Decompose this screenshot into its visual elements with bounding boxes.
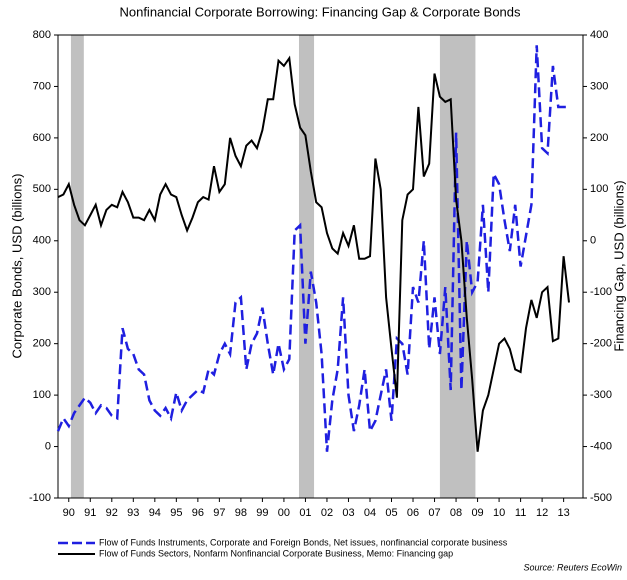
- y2-tick-label: 0: [590, 235, 596, 247]
- y-tick-label: 100: [33, 389, 51, 401]
- x-tick-label: 00: [278, 507, 290, 519]
- x-tick-label: 10: [493, 507, 505, 519]
- y-tick-label: 500: [33, 183, 51, 195]
- x-tick-label: 97: [213, 507, 225, 519]
- y-tick-label: 700: [33, 80, 51, 92]
- x-tick-label: 99: [256, 507, 268, 519]
- x-tick-label: 03: [342, 507, 354, 519]
- plot-frame: [57, 34, 584, 499]
- x-tick-label: 09: [471, 507, 483, 519]
- series-line: [57, 55, 570, 452]
- y2-tick-label: 200: [590, 132, 608, 144]
- y2-tick-label: -300: [590, 389, 612, 401]
- legend-label: Flow of Funds Instruments, Corporate and…: [99, 537, 508, 547]
- x-tick-label: 98: [235, 507, 247, 519]
- y-tick-label: 0: [45, 440, 51, 452]
- x-tick-label: 07: [428, 507, 440, 519]
- x-tick-label: 06: [407, 507, 419, 519]
- y2-tick-label: -500: [590, 492, 612, 504]
- y-axis-title: Corporate Bonds, USD (billions): [9, 174, 24, 359]
- y-tick-label: 400: [33, 235, 51, 247]
- legend-label: Flow of Funds Sectors, Nonfarm Nonfinanc…: [99, 548, 453, 558]
- x-tick-label: 11: [515, 507, 526, 519]
- x-tick-label: 08: [450, 507, 462, 519]
- x-tick-label: 13: [558, 507, 570, 519]
- x-tick-label: 02: [321, 507, 333, 519]
- series-line: [56, 45, 569, 452]
- y2-tick-label: 100: [590, 183, 608, 195]
- y-tick-label: 800: [33, 29, 51, 41]
- y-tick-label: -100: [29, 492, 51, 504]
- x-tick-label: 05: [385, 507, 397, 519]
- x-tick-label: 92: [106, 507, 118, 519]
- x-tick-label: 01: [299, 507, 311, 519]
- y-tick-label: 200: [33, 338, 51, 350]
- x-tick-label: 90: [63, 507, 75, 519]
- chart-title: Nonfinancial Corporate Borrowing: Financ…: [119, 4, 521, 19]
- y2-tick-label: -400: [590, 440, 612, 452]
- y2-axis-title: Financing Gap, USD (billions): [611, 180, 626, 351]
- x-tick-label: 96: [192, 507, 204, 519]
- x-tick-label: 95: [170, 507, 182, 519]
- y2-tick-label: -200: [590, 338, 612, 350]
- x-tick-label: 94: [149, 507, 161, 519]
- recession-band: [70, 35, 84, 498]
- recession-band: [298, 35, 315, 498]
- x-tick-label: 04: [364, 507, 376, 519]
- y2-tick-label: 400: [590, 29, 608, 41]
- x-tick-label: 91: [84, 507, 96, 519]
- y2-tick-label: 300: [590, 80, 608, 92]
- y-tick-label: 600: [33, 132, 51, 144]
- y-tick-label: 300: [33, 286, 51, 298]
- source: Source: Reuters EcoWin: [524, 562, 622, 572]
- x-tick-label: 12: [536, 507, 548, 519]
- y2-tick-label: -100: [590, 286, 612, 298]
- x-tick-label: 93: [127, 507, 139, 519]
